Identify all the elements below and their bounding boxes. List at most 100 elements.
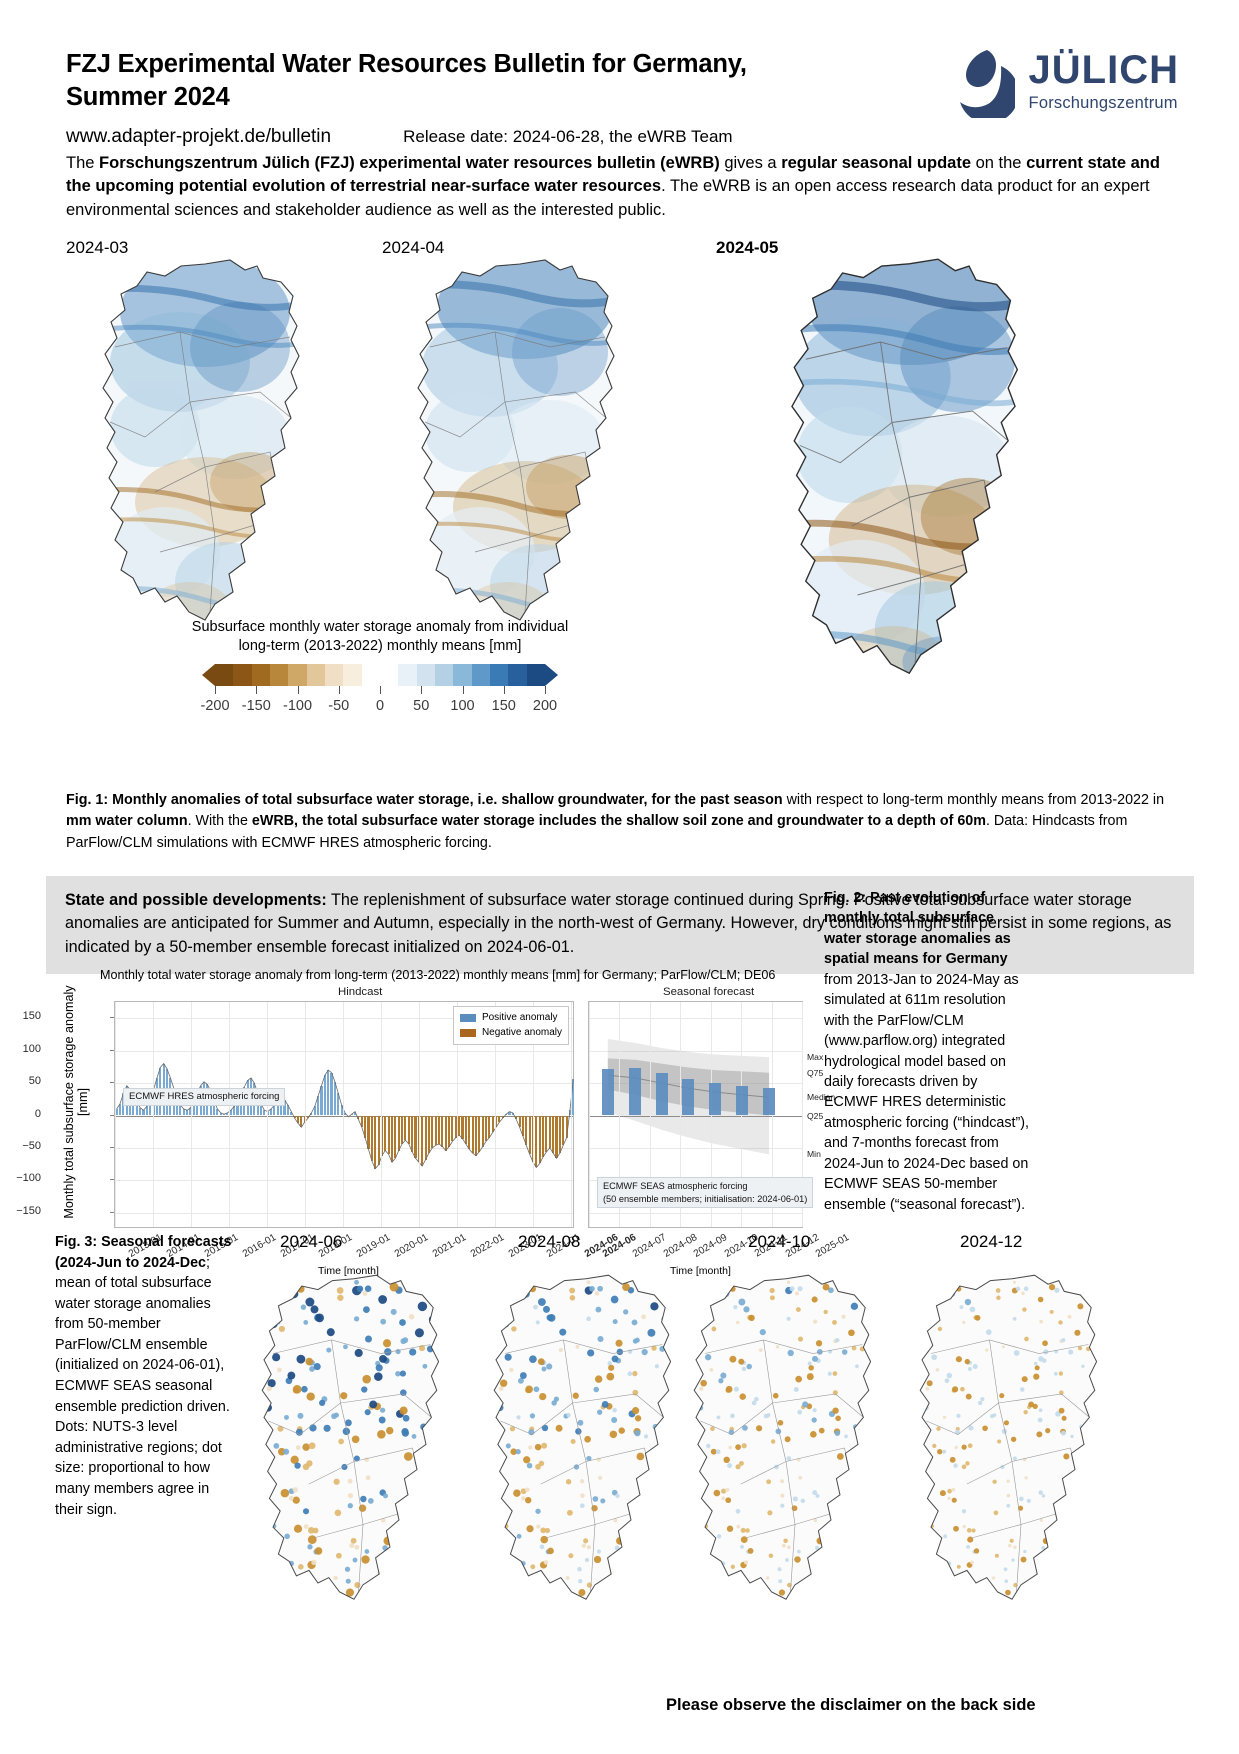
hindcast-bar — [444, 1115, 447, 1151]
nuts3-dot — [345, 1419, 352, 1427]
colorbar-swatch-10 — [398, 664, 417, 687]
fig1cap-b3: eWRB, the total subsurface water storage… — [251, 813, 986, 830]
nuts3-dot — [633, 1539, 641, 1547]
nuts3-dot — [586, 1280, 591, 1285]
nuts3-dot — [354, 1544, 360, 1550]
nuts3-dot — [1037, 1296, 1044, 1303]
germany-map-2024-04 — [400, 252, 650, 652]
nuts3-dot — [966, 1544, 970, 1549]
nuts3-dot — [1001, 1345, 1005, 1349]
nuts3-dot — [865, 1527, 871, 1534]
nuts3-dot — [980, 1397, 985, 1402]
nuts3-dot — [965, 1393, 972, 1400]
nuts3-dot — [818, 1427, 825, 1434]
nuts3-dot — [835, 1415, 841, 1422]
nuts3-dot — [290, 1455, 299, 1464]
nuts3-dot — [606, 1372, 615, 1381]
nuts3-dot — [1033, 1373, 1040, 1380]
nuts3-dot — [302, 1443, 310, 1451]
forecast-xlabel: Time [month] — [670, 1265, 731, 1277]
nuts3-dot — [849, 1484, 854, 1490]
hindcast-bar — [478, 1115, 481, 1152]
nuts3-dot — [545, 1527, 551, 1534]
nuts3-dot — [786, 1280, 791, 1285]
nuts3-dot — [665, 1287, 671, 1294]
hindcast-gridline-x-0 — [115, 1002, 116, 1227]
nuts3-dot — [815, 1493, 820, 1498]
nuts3-dot — [539, 1392, 547, 1401]
forecast-band-label-max: Max — [807, 1052, 824, 1063]
nuts3-dot — [541, 1442, 548, 1449]
nuts3-dot — [579, 1503, 585, 1509]
nuts3-dot — [708, 1586, 714, 1593]
nuts3-dot — [661, 1403, 667, 1409]
nuts3-dot — [778, 1579, 783, 1584]
nuts3-dot — [1059, 1535, 1066, 1541]
fig3-map-label-2: 2024-10 — [748, 1232, 811, 1251]
nuts3-dot — [713, 1489, 721, 1497]
chart-ytick-1: −100 — [16, 1172, 41, 1185]
hindcast-bar — [562, 1115, 565, 1146]
fig1cap-t3: . Data: Hindcasts from ParFlow/CLM simul… — [66, 813, 1128, 851]
nuts3-dot — [946, 1372, 953, 1379]
figure-2-caption: Fig. 2: Past evolution of monthly total … — [824, 888, 1034, 1215]
hindcast-bar — [270, 1109, 273, 1116]
nuts3-dot — [699, 1386, 704, 1391]
nuts3-dot — [1077, 1303, 1084, 1310]
nuts3-dot — [932, 1556, 939, 1563]
nuts3-dot — [730, 1564, 735, 1569]
nuts3-dot — [807, 1361, 812, 1366]
nuts3-dot — [613, 1518, 618, 1523]
nuts3-dot — [1045, 1590, 1050, 1596]
nuts3-dot — [992, 1413, 997, 1417]
nuts3-dot — [520, 1488, 527, 1495]
nuts3-dot — [970, 1560, 974, 1565]
nuts3-dot — [780, 1479, 785, 1484]
hindcast-bar — [327, 1070, 330, 1116]
hindcast-bar — [552, 1115, 555, 1154]
nuts3-dot — [402, 1337, 409, 1344]
hindcast-bar — [310, 1112, 313, 1116]
nuts3-dot — [610, 1295, 619, 1304]
nuts3-dot — [748, 1314, 755, 1322]
nuts3-dot — [541, 1366, 547, 1372]
hindcast-bar — [414, 1115, 417, 1159]
forecast-dot-map-2024-10 — [678, 1248, 903, 1648]
nuts3-dot — [1026, 1498, 1031, 1503]
nuts3-dot — [787, 1349, 794, 1357]
panel-title-forecast: Seasonal forecast — [663, 986, 755, 998]
nuts3-dot — [942, 1415, 947, 1420]
nuts3-dot — [1020, 1556, 1027, 1563]
nuts3-dot — [694, 1397, 696, 1402]
nuts3-dot — [521, 1291, 527, 1297]
nuts3-dot — [665, 1400, 671, 1408]
nuts3-dot — [1050, 1557, 1055, 1562]
nuts3-dot — [849, 1470, 856, 1476]
nuts3-dot — [778, 1589, 786, 1596]
nuts3-dot — [529, 1355, 537, 1364]
nuts3-dot — [364, 1549, 370, 1554]
nuts3-dot — [262, 1297, 267, 1306]
nuts3-dot — [340, 1392, 348, 1400]
nuts3-dot — [419, 1509, 425, 1515]
nuts3-dot — [594, 1375, 603, 1383]
hindcast-gridline-x-3 — [229, 1002, 230, 1227]
nuts3-dot — [262, 1427, 264, 1433]
forecast-axes: Max Q75 Median Q25 Min ECMWF SEAS atmospheric… — [588, 1001, 835, 1228]
fig1-map-label-1: 2024-04 — [382, 238, 445, 257]
nuts3-dot — [786, 1545, 791, 1550]
bulletin-url[interactable]: www.adapter-projekt.de/bulletin — [66, 126, 332, 148]
nuts3-dot — [353, 1316, 360, 1322]
hindcast-gridline-x-10 — [495, 1002, 496, 1227]
nuts3-dot — [962, 1524, 966, 1529]
nuts3-dot — [345, 1588, 354, 1597]
nuts3-dot — [920, 1397, 922, 1402]
chart-ytick-mark-6 — [110, 1017, 114, 1019]
nuts3-dot — [1039, 1319, 1044, 1324]
nuts3-dot — [1079, 1470, 1084, 1475]
nuts3-dot — [634, 1337, 640, 1343]
nuts3-dot — [735, 1444, 742, 1451]
nuts3-dot — [547, 1547, 554, 1555]
nuts3-dot — [494, 1362, 499, 1369]
nuts3-dot — [733, 1305, 738, 1310]
